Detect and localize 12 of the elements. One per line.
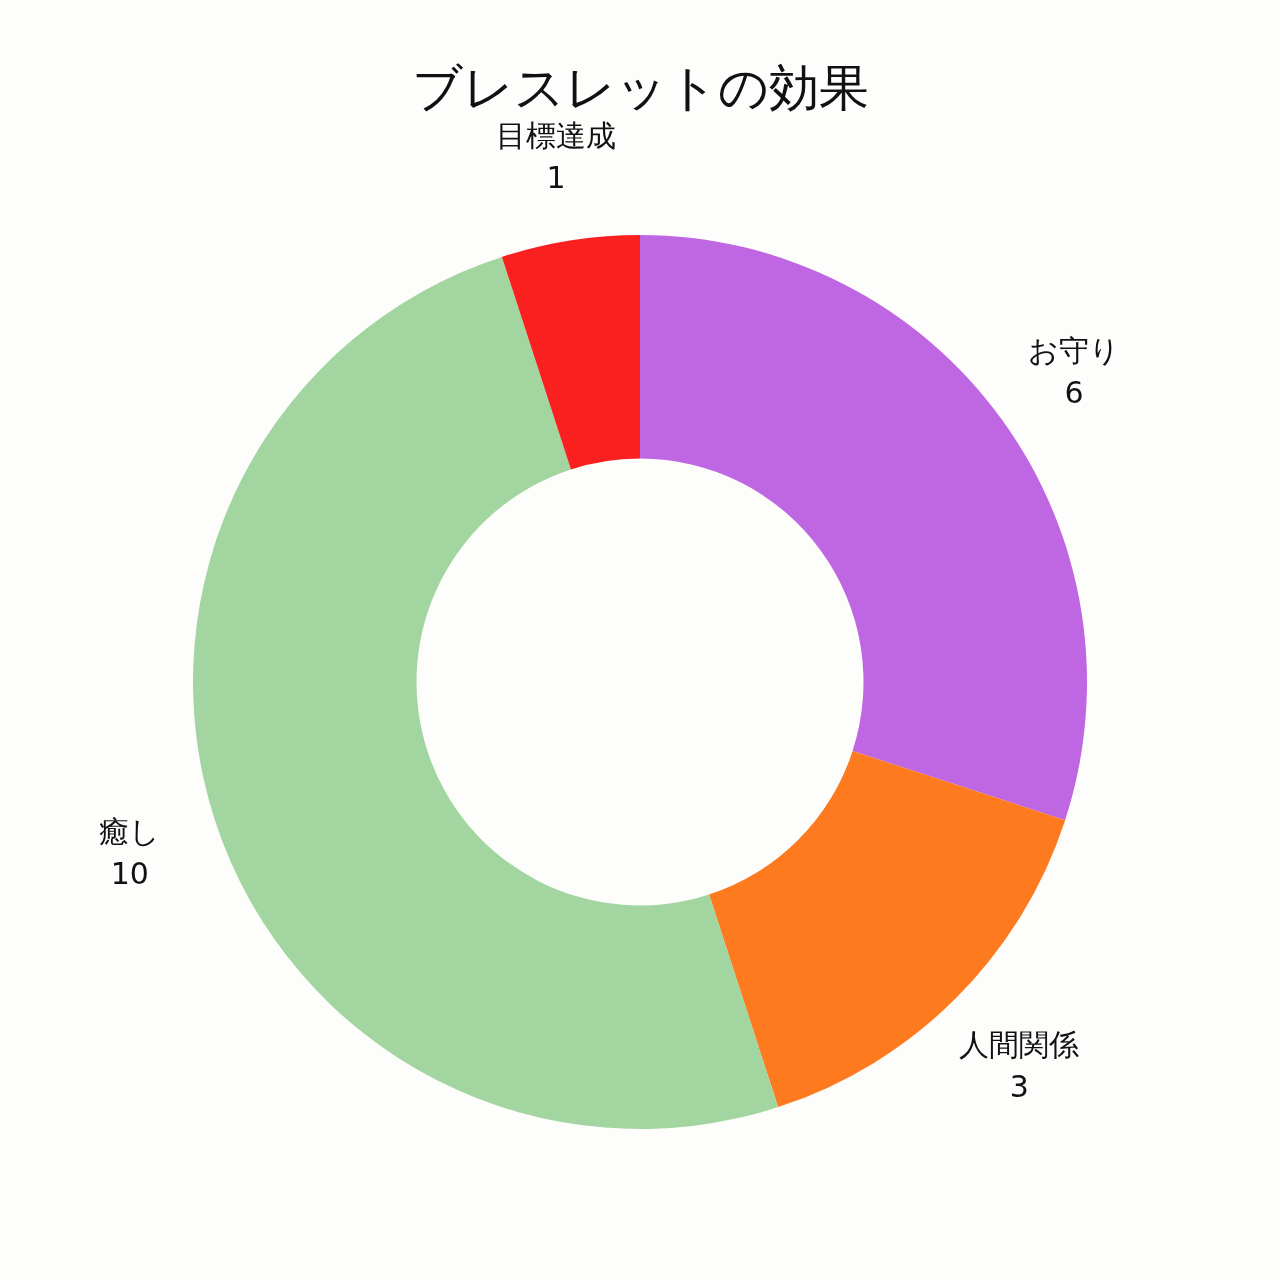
donut-slice — [193, 256, 779, 1129]
slice-label: 癒し — [99, 813, 161, 849]
donut-slice — [501, 235, 640, 470]
data-label: 10 — [110, 855, 149, 891]
slice-label: 人間関係 — [959, 1027, 1080, 1063]
data-label: 3 — [1009, 1069, 1029, 1105]
chart-title: ブレスレットの効果 — [411, 59, 869, 117]
data-label: 1 — [546, 160, 566, 196]
slice-label: お守り — [1027, 332, 1120, 368]
data-label: 6 — [1064, 374, 1084, 410]
donut-slice — [640, 235, 1087, 821]
slice-label: 目標達成 — [496, 118, 617, 154]
